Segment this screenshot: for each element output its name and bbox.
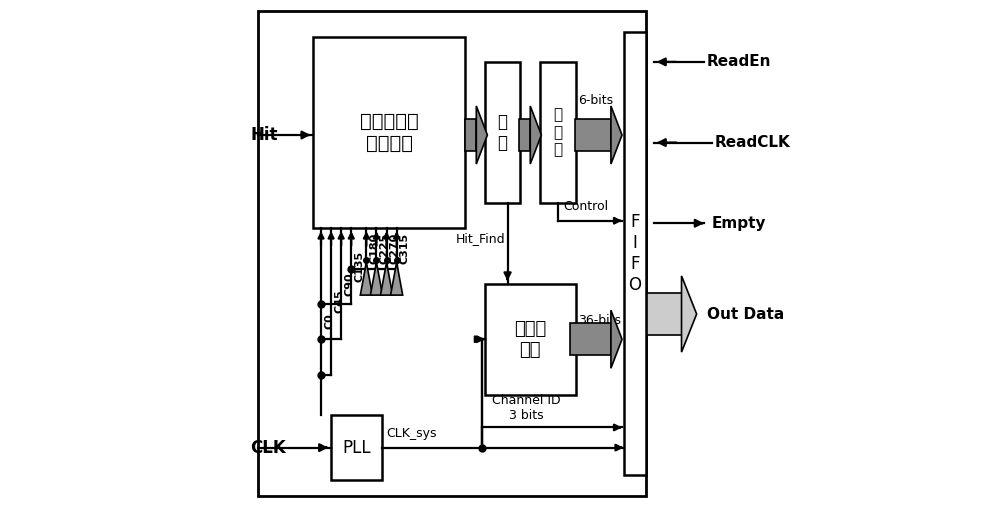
Polygon shape: [391, 262, 403, 295]
Text: ReadCLK: ReadCLK: [714, 135, 790, 150]
Text: Control: Control: [563, 200, 608, 213]
Polygon shape: [530, 106, 541, 164]
Text: C90: C90: [344, 272, 354, 296]
Text: Out Data: Out Data: [707, 307, 784, 321]
Text: Hit: Hit: [250, 126, 278, 144]
FancyBboxPatch shape: [540, 62, 576, 203]
Text: 存
储
器: 存 储 器: [553, 107, 563, 157]
Polygon shape: [380, 262, 393, 295]
Text: 粗时间
测量: 粗时间 测量: [514, 320, 546, 358]
Text: C0: C0: [324, 314, 334, 330]
FancyBboxPatch shape: [313, 37, 465, 228]
Text: 细时间测量
采样单元: 细时间测量 采样单元: [360, 112, 418, 153]
Polygon shape: [370, 262, 383, 295]
Text: F
I
F
O: F I F O: [628, 213, 641, 294]
Polygon shape: [611, 310, 622, 368]
Polygon shape: [476, 106, 487, 164]
Text: 36-bits: 36-bits: [578, 314, 621, 327]
FancyBboxPatch shape: [331, 415, 382, 481]
Polygon shape: [682, 276, 697, 352]
Polygon shape: [575, 119, 611, 151]
FancyBboxPatch shape: [485, 284, 576, 394]
Text: C135: C135: [354, 250, 364, 282]
Polygon shape: [611, 106, 622, 164]
Text: C225: C225: [379, 233, 389, 264]
Text: PLL: PLL: [342, 439, 371, 457]
FancyBboxPatch shape: [624, 31, 646, 476]
Text: Empty: Empty: [712, 216, 766, 231]
Text: C45: C45: [334, 289, 344, 313]
Polygon shape: [465, 119, 476, 151]
Text: CLK_sys: CLK_sys: [387, 427, 437, 440]
Text: 编
码: 编 码: [498, 113, 508, 152]
Polygon shape: [570, 323, 611, 355]
Polygon shape: [647, 293, 682, 335]
Text: CLK: CLK: [250, 439, 286, 457]
Polygon shape: [519, 119, 530, 151]
Text: 6-bits: 6-bits: [578, 94, 613, 107]
Text: C315: C315: [400, 233, 410, 264]
Text: Channel ID
3 bits: Channel ID 3 bits: [492, 394, 561, 422]
FancyBboxPatch shape: [485, 62, 520, 203]
Text: Hit_Find: Hit_Find: [455, 232, 505, 245]
FancyBboxPatch shape: [258, 12, 646, 495]
Polygon shape: [360, 262, 372, 295]
Text: C180: C180: [369, 233, 379, 264]
Text: C270: C270: [390, 233, 400, 264]
Text: ReadEn: ReadEn: [707, 54, 771, 69]
